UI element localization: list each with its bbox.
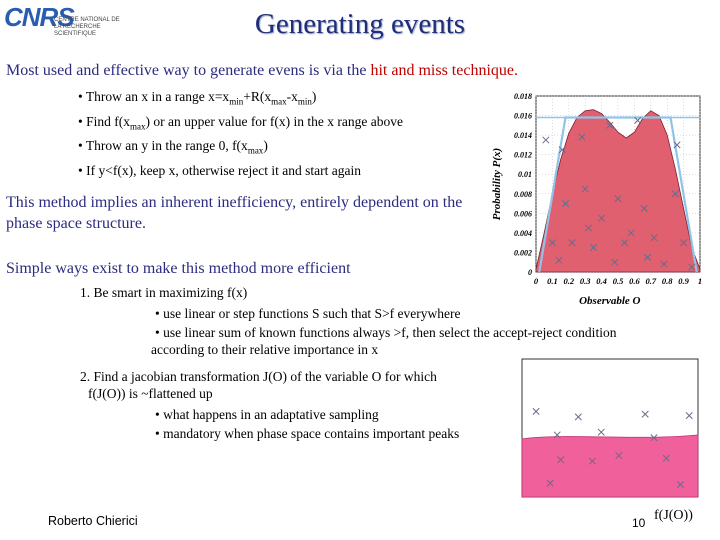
item-2-sub-2: • mandatory when phase space contains im… [155, 426, 460, 441]
sample-point [558, 146, 566, 154]
sample-point [614, 195, 622, 203]
y-tick-label: 0.016 [514, 112, 532, 121]
x-tick-label: 0.2 [563, 276, 574, 286]
item-1-sub-2: • use linear sum of known functions alwa… [155, 325, 617, 340]
x-tick-label: 0 [534, 276, 539, 286]
y-tick-label: 0.012 [514, 151, 532, 160]
sample-point [671, 190, 679, 198]
item-2: 2. Find a jacobian transformation J(O) o… [80, 369, 437, 384]
bullet-1: • Throw an x in a range x=xmin+R(xmax-xm… [78, 89, 317, 107]
flattened-chart [521, 358, 699, 498]
sample-point [621, 239, 629, 247]
flattened-curve [521, 434, 699, 498]
flat-sample-point [615, 452, 623, 460]
simple-ways-heading: Simple ways exist to make this method mo… [6, 260, 351, 277]
bullet-2: • Find f(xmax) or an upper value for f(x… [78, 113, 403, 132]
sample-point [627, 229, 635, 237]
sample-point [606, 121, 614, 129]
y-tick-label: 0.008 [514, 190, 532, 199]
sample-point [555, 256, 563, 264]
item-2-sub-1: • what happens in an adaptative sampling [155, 407, 379, 422]
intro-line: Most used and effective way to generate … [6, 62, 518, 80]
y-tick-label: 0.018 [514, 92, 532, 101]
intro-highlight: hit and miss technique. [370, 62, 518, 79]
item-2-continuation: f(J(O)) is ~flattened up [88, 386, 213, 401]
sample-point [581, 185, 589, 193]
probability-chart: 0 0.1 0.2 0.3 0.4 0.5 0.6 0.7 0.8 0.9 1 0 0.002 0.004… [491, 92, 702, 307]
sample-point [640, 204, 648, 212]
sample-point [598, 214, 606, 222]
x-axis-label: Observable O [579, 295, 640, 307]
flat-sample-point [532, 407, 540, 415]
sample-point [660, 260, 668, 268]
item-2-subitems: • what happens in an adaptative sampling… [155, 405, 459, 443]
x-tick-label: 1 [698, 276, 702, 286]
flattened-axis-label: f(J(O)) [654, 508, 693, 523]
sample-point [673, 141, 681, 149]
page-number: 10 [632, 516, 646, 530]
y-tick-label: 0.014 [514, 131, 532, 140]
y-tick-label: 0.004 [514, 229, 532, 238]
x-tick-label: 0.5 [613, 276, 624, 286]
y-tick-label: 0.01 [518, 170, 532, 179]
flat-sample-point [553, 431, 561, 439]
x-tick-label: 0.3 [580, 276, 591, 286]
sample-point [680, 239, 688, 247]
sample-point [643, 253, 652, 261]
y-axis-label: Probability P(x) [491, 148, 503, 220]
logo-name: CNRS [4, 2, 75, 32]
x-tick-label: 0.7 [645, 276, 656, 286]
sample-point [561, 200, 570, 208]
x-tick-label: 0.9 [678, 276, 689, 286]
flat-sample-point [597, 428, 605, 436]
x-tick-label: 0.6 [629, 276, 640, 286]
author: Roberto Chierici [48, 514, 138, 528]
probability-curve [535, 109, 701, 273]
bullet-list: • Throw an x in a range x=xmin+R(xmax-xm… [78, 87, 403, 181]
flat-sample-point [557, 456, 565, 464]
y-tick-label: 0.002 [514, 248, 532, 257]
flat-sample-point [662, 454, 670, 462]
sample-point [650, 234, 658, 242]
sample-point [542, 136, 550, 144]
flat-sample-point [546, 479, 554, 487]
x-tick-label: 0.1 [547, 276, 558, 286]
inefficiency-paragraph: This method implies an inherent ineffici… [6, 194, 463, 232]
item-1: 1. Be smart in maximizing f(x) [80, 285, 248, 300]
item-1-subitems: • use linear or step functions S such th… [155, 304, 616, 342]
flat-sample-point [641, 410, 649, 418]
sample-point [589, 244, 597, 252]
bullet-4: • If y<f(x), keep x, otherwise reject it… [78, 163, 361, 179]
logo-subtitle: CENTRE NATIONAL DE LA RECHERCHE SCIENTIF… [54, 17, 120, 37]
flat-sample-point [685, 412, 693, 420]
bullet-3: • Throw an y in the range 0, f(xmax) [78, 138, 268, 157]
item-1-sub-1: • use linear or step functions S such th… [155, 306, 461, 321]
sample-point [584, 224, 593, 232]
sample-point [548, 239, 556, 247]
sample-point [578, 133, 586, 141]
sample-point [611, 258, 619, 266]
sample-point [634, 116, 642, 124]
sample-point [688, 263, 696, 271]
flat-sample-point [588, 457, 596, 465]
cnrs-logo: CNRS CENTRE NATIONAL DE LA RECHERCHE SCI… [2, 2, 122, 42]
flat-sample-point [650, 434, 658, 442]
flat-sample-point [676, 481, 684, 489]
x-tick-label: 0.8 [662, 276, 673, 286]
slide-title: Generating events [254, 8, 466, 40]
intro-text: Most used and effective way to generate … [6, 62, 371, 79]
item-1-sub-continuation: according to their relative importance i… [151, 342, 379, 357]
y-tick-label: 0.006 [514, 209, 532, 218]
flattened-plot-group [521, 358, 699, 498]
x-tick-label: 0.4 [596, 276, 607, 286]
flat-sample-point [574, 413, 582, 421]
chart-plot-group: 0 0.1 0.2 0.3 0.4 0.5 0.6 0.7 0.8 0.9 1 0 0.002 0.004… [491, 92, 702, 307]
sample-point [568, 239, 576, 247]
y-tick-label: 0 [528, 268, 532, 277]
